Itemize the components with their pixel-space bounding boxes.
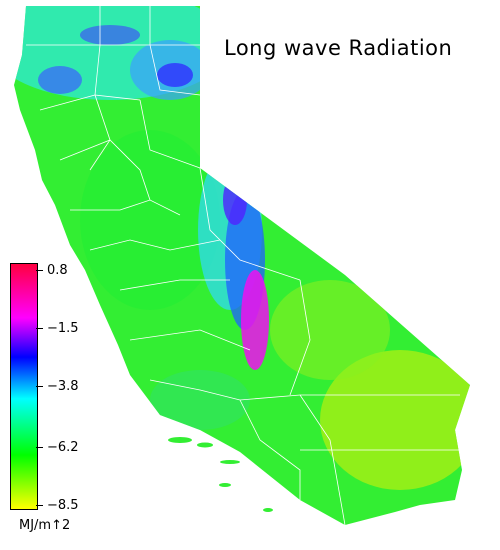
channel-islands bbox=[168, 437, 273, 512]
legend-tick-label: −3.8 bbox=[47, 379, 79, 395]
legend-tick bbox=[36, 386, 43, 388]
legend-tick-label: −1.5 bbox=[47, 321, 79, 337]
legend-tick-label: −8.5 bbox=[47, 498, 79, 513]
legend-tick bbox=[36, 446, 43, 448]
map-title: Long wave Radiation bbox=[224, 36, 453, 60]
legend-tick-label: 0.8 bbox=[47, 263, 68, 278]
legend-tick bbox=[36, 505, 43, 506]
legend-units: MJ/m↑2 bbox=[19, 518, 71, 533]
legend-tick-label: −6.2 bbox=[47, 439, 79, 455]
legend-tick bbox=[36, 328, 43, 330]
color-legend-bar bbox=[10, 263, 38, 510]
county-boundaries bbox=[26, 6, 460, 526]
legend-tick bbox=[36, 270, 43, 271]
radiation-field bbox=[14, 6, 470, 490]
